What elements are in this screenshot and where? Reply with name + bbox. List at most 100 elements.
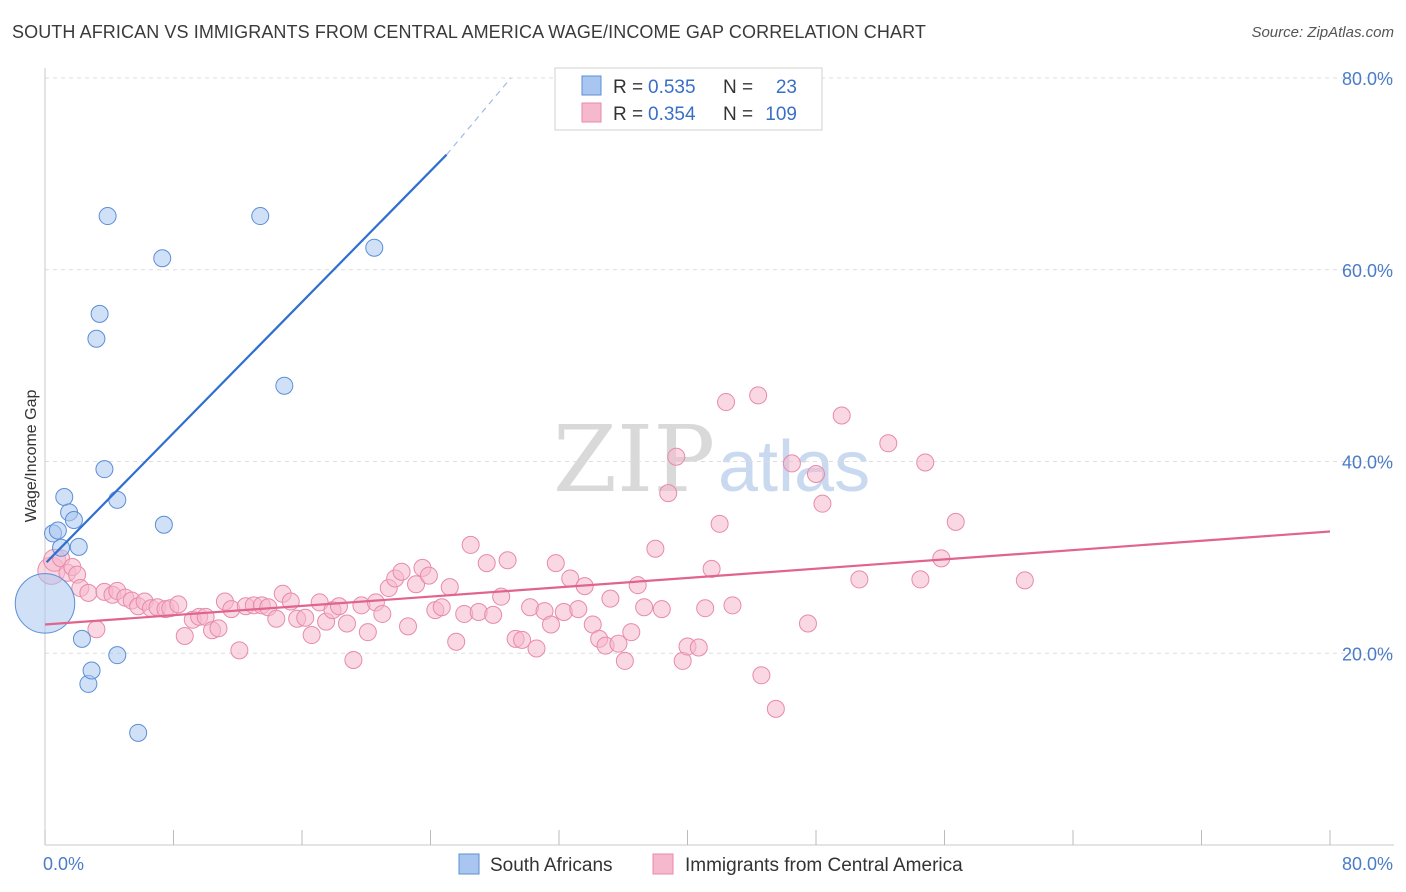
immigrants-point-82 — [601, 589, 620, 608]
south-africans-point-13 — [95, 460, 114, 479]
source-credit: Source: ZipAtlas.com — [1251, 24, 1394, 41]
immigrants-point-111 — [916, 453, 935, 472]
immigrants-point-106 — [813, 494, 832, 513]
immigrants-point-113 — [946, 512, 965, 531]
immigrants-point-84 — [615, 651, 634, 670]
bottom-legend-label-immigrants: Immigrants from Central America — [685, 855, 963, 876]
immigrants-point-43 — [329, 597, 348, 616]
x-axis-ticks — [44, 830, 1331, 845]
south-africans-point-8 — [72, 629, 91, 648]
immigrants-point-53 — [399, 617, 418, 636]
immigrants-point-95 — [696, 599, 715, 618]
legend-r-value-1: 0.535 — [648, 77, 696, 98]
watermark: ZIP atlas — [553, 406, 870, 513]
immigrants-point-97 — [710, 514, 729, 533]
south-africans-point-20 — [251, 207, 270, 226]
south-africans-point-22 — [365, 238, 384, 257]
y-tick-label-3: 80.0% — [1342, 69, 1393, 89]
trend-line-south-africans-extension — [446, 77, 512, 156]
immigrants-point-114 — [1015, 571, 1034, 590]
immigrants-point-62 — [461, 535, 480, 554]
immigrants-point-74 — [546, 554, 565, 573]
y-tick-label-2: 60.0% — [1342, 261, 1393, 281]
immigrants-point-52 — [392, 562, 411, 581]
immigrants-point-20 — [169, 595, 188, 614]
immigrants-point-104 — [798, 614, 817, 633]
south-africans-point-18 — [153, 249, 172, 268]
immigrants-point-86 — [628, 576, 647, 595]
immigrants-point-99 — [723, 596, 742, 615]
immigrants-point-47 — [358, 623, 377, 642]
trend-lines — [44, 77, 1331, 626]
legend-r-label-1: R = — [613, 77, 643, 98]
series-legend: South Africans Immigrants from Central A… — [458, 853, 963, 876]
south-africans-point-6 — [64, 510, 83, 529]
y-tick-label-0: 20.0% — [1342, 644, 1393, 664]
immigrants-point-94 — [689, 638, 708, 657]
trend-line-immigrants — [44, 530, 1331, 626]
south-africans-point-21 — [275, 376, 294, 395]
immigrants-point-64 — [477, 554, 496, 573]
chart-title: SOUTH AFRICAN VS IMMIGRANTS FROM CENTRAL… — [12, 22, 926, 42]
immigrants-point-60 — [447, 632, 466, 651]
immigrants-point-87 — [635, 598, 654, 617]
immigrants-point-8 — [87, 620, 106, 639]
immigrants-point-49 — [373, 604, 392, 623]
x-tick-label-1: 80.0% — [1342, 854, 1393, 874]
immigrants-point-7 — [79, 583, 98, 602]
immigrants-point-29 — [230, 641, 249, 660]
south-africans-point-15 — [108, 490, 127, 509]
immigrants-point-45 — [344, 650, 363, 669]
immigrants-point-89 — [652, 600, 671, 619]
series-immigrants-central-america — [37, 386, 1034, 718]
legend-n-label-2: N = — [723, 104, 753, 125]
legend-r-value-2: 0.354 — [648, 104, 696, 125]
immigrants-point-102 — [766, 699, 785, 718]
immigrants-point-108 — [850, 570, 869, 589]
south-africans-point-14 — [98, 207, 117, 226]
south-africans-point-17 — [129, 723, 148, 742]
south-africans-point-11 — [87, 329, 106, 348]
immigrants-point-21 — [175, 626, 194, 645]
axes — [44, 68, 1394, 846]
immigrants-point-38 — [296, 608, 315, 627]
immigrants-point-109 — [879, 434, 898, 453]
legend-n-label-1: N = — [723, 77, 753, 98]
immigrants-point-100 — [749, 386, 768, 405]
immigrants-point-110 — [911, 570, 930, 589]
immigrants-point-34 — [267, 609, 286, 628]
legend-swatch-south-africans — [581, 75, 602, 96]
trend-line-south-africans — [45, 153, 448, 563]
south-africans-point-10 — [82, 661, 101, 680]
south-africans-point-19 — [154, 515, 173, 534]
immigrants-point-88 — [646, 539, 665, 558]
legend-swatch-immigrants — [581, 102, 602, 123]
immigrants-point-83 — [609, 634, 628, 653]
immigrants-point-98 — [717, 393, 736, 412]
immigrants-point-101 — [752, 666, 771, 685]
south-africans-point-16 — [108, 646, 127, 665]
bottom-legend-swatch-immigrants — [652, 853, 674, 875]
immigrants-point-58 — [432, 598, 451, 617]
immigrants-point-26 — [209, 619, 228, 638]
series-south-africans — [14, 207, 384, 742]
y-axis-tick-labels: 20.0% 40.0% 60.0% 80.0% — [1342, 69, 1393, 664]
immigrants-point-90 — [659, 484, 678, 503]
legend-n-value-1: 23 — [776, 77, 797, 98]
bottom-legend-swatch-south-africans — [458, 853, 480, 875]
immigrants-point-103 — [782, 454, 801, 473]
x-tick-label-0: 0.0% — [43, 854, 84, 874]
immigrants-point-69 — [513, 630, 532, 649]
immigrants-point-85 — [622, 623, 641, 642]
stats-legend: R = 0.535 N = 23 R = 0.354 N = 109 — [554, 67, 823, 131]
south-africans-point-0 — [14, 573, 76, 634]
immigrants-point-65 — [484, 605, 503, 624]
immigrants-point-105 — [807, 464, 825, 483]
immigrants-point-91 — [667, 447, 686, 466]
legend-r-label-2: R = — [613, 104, 643, 125]
immigrants-point-44 — [337, 614, 356, 633]
south-africans-point-2 — [48, 521, 67, 540]
south-africans-point-7 — [69, 537, 88, 556]
watermark-zip: ZIP — [553, 406, 715, 513]
south-africans-point-4 — [55, 487, 74, 506]
